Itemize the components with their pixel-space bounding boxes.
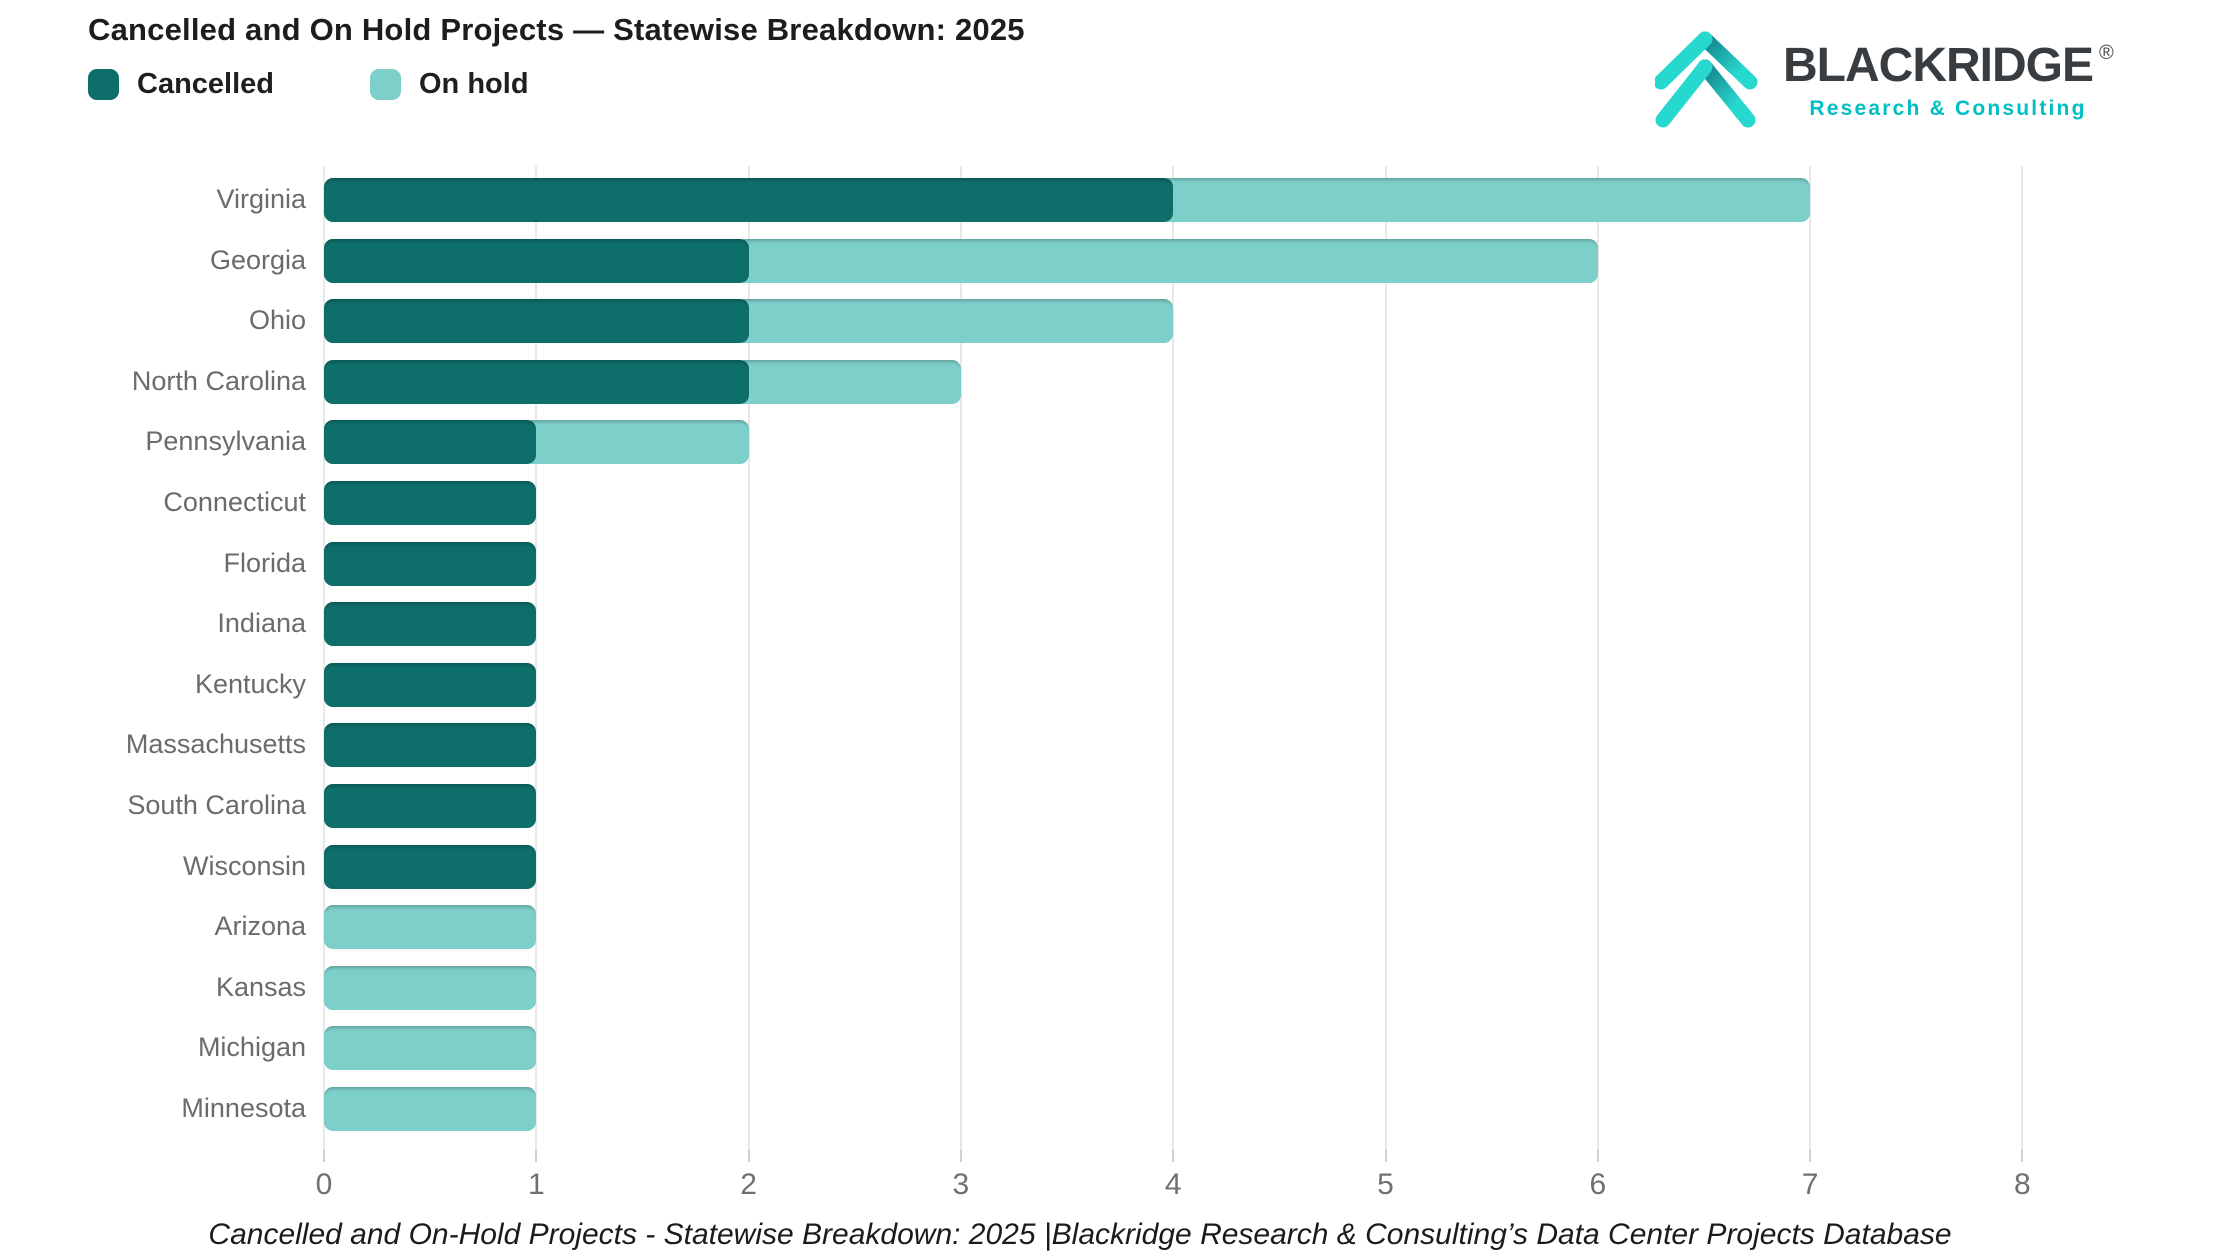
bar-cancelled-massachusetts (324, 723, 537, 768)
bar-on-hold-michigan (324, 1026, 537, 1071)
x-axis-tickmark (535, 1150, 538, 1162)
bar-on-hold-north-carolina (736, 359, 961, 404)
category-label-massachusetts: Massachusetts (125, 729, 306, 760)
x-axis-tickmark (1384, 1150, 1387, 1162)
category-label-ohio: Ohio (248, 305, 306, 336)
bar-cancelled-indiana (324, 602, 537, 647)
bar-cancelled-virginia (324, 178, 1174, 222)
category-label-virginia: Virginia (216, 184, 306, 214)
bar-on-hold-kansas (324, 965, 537, 1010)
logo-text: BLACKRIDGE ® Research & Consulting (1783, 38, 2123, 121)
bar-cancelled-georgia (324, 238, 749, 283)
category-label-arizona: Arizona (214, 911, 306, 942)
gridline (2021, 166, 2024, 1150)
bar-on-hold-virginia (1161, 178, 1811, 222)
category-label-indiana: Indiana (217, 608, 306, 639)
gridline (959, 166, 962, 1150)
x-tick-label: 3 (952, 1168, 970, 1201)
x-tick-label: 5 (1377, 1168, 1394, 1201)
double-chevron-up-icon (1655, 31, 1758, 128)
legend-swatch-on-hold-icon (370, 69, 401, 100)
x-tick-label: 7 (1801, 1168, 1819, 1201)
gridline (535, 166, 538, 1150)
category-label-kentucky: Kentucky (194, 668, 306, 699)
legend-label-cancelled: Cancelled (137, 68, 274, 100)
x-axis-tickmark (1809, 1150, 1812, 1162)
bar-on-hold-arizona (324, 905, 537, 950)
x-axis-tickmark (747, 1150, 750, 1162)
chart-legend: Cancelled On hold (88, 68, 529, 101)
x-axis-tickmark (1596, 1150, 1599, 1162)
blackridge-logo: BLACKRIDGE ® Research & Consulting (1655, 20, 2175, 140)
chart-title: Cancelled and On Hold Projects — Statewi… (88, 12, 1025, 47)
legend-label-on-hold: On hold (419, 68, 529, 100)
logo-subtitle: Research & Consulting (1809, 97, 2087, 120)
gridline (1596, 166, 1599, 1150)
bar-on-hold-minnesota (324, 1087, 537, 1131)
registered-trademark-symbol: ® (2099, 42, 2114, 64)
category-label-south-carolina: South Carolina (127, 790, 306, 820)
category-label-connecticut: Connecticut (163, 487, 306, 517)
gridline (1384, 166, 1387, 1150)
legend-swatch-cancelled-icon (88, 69, 119, 100)
bar-on-hold-pennsylvania (524, 420, 749, 465)
bar-cancelled-connecticut (324, 481, 537, 525)
bar-cancelled-north-carolina (324, 359, 749, 404)
x-axis-tickmark (2021, 1150, 2024, 1162)
category-label-michigan: Michigan (197, 1032, 306, 1063)
x-tick-label: 4 (1164, 1168, 1182, 1201)
bar-cancelled-south-carolina (324, 784, 537, 828)
x-tick-label: 6 (1589, 1168, 1607, 1201)
x-tick-label: 0 (315, 1168, 333, 1201)
bar-cancelled-pennsylvania (324, 420, 537, 465)
logo-wordmark: BLACKRIDGE (1783, 39, 2094, 92)
bar-on-hold-ohio (736, 299, 1174, 344)
bar-cancelled-ohio (324, 299, 749, 344)
category-label-georgia: Georgia (209, 244, 306, 275)
legend-item-cancelled: Cancelled (88, 68, 274, 101)
x-axis-tickmark (323, 1150, 325, 1162)
gridline (747, 166, 750, 1150)
category-label-north-carolina: North Carolina (131, 365, 306, 396)
x-tick-label: 2 (740, 1168, 757, 1201)
legend-item-on-hold: On hold (370, 68, 529, 101)
category-label-florida: Florida (223, 547, 306, 578)
x-tick-label: 8 (2014, 1168, 2031, 1201)
x-tick-label: 1 (527, 1168, 545, 1201)
source-caption: Cancelled and On-Hold Projects - Statewi… (208, 1218, 1952, 1251)
bar-cancelled-wisconsin (324, 844, 537, 889)
gridline (1809, 166, 1812, 1150)
category-label-pennsylvania: Pennsylvania (145, 426, 306, 457)
bar-on-hold-georgia (736, 238, 1598, 283)
gridline (1172, 166, 1175, 1150)
category-label-minnesota: Minnesota (181, 1093, 306, 1123)
x-axis-tickmark (959, 1150, 962, 1162)
category-label-kansas: Kansas (215, 971, 306, 1002)
gridline (323, 166, 325, 1150)
category-label-wisconsin: Wisconsin (182, 850, 306, 881)
bar-cancelled-florida (324, 541, 537, 586)
x-axis-tickmark (1172, 1150, 1175, 1162)
bar-cancelled-kentucky (324, 662, 537, 707)
